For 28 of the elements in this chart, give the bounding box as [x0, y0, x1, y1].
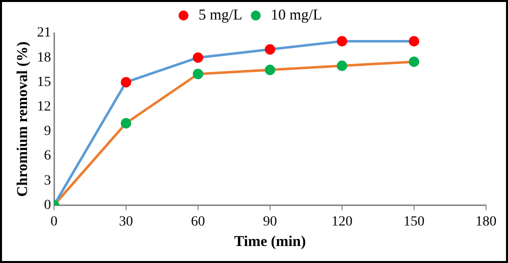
- point: [192, 52, 204, 63]
- point: [264, 44, 276, 55]
- y-tick-label: 15: [37, 74, 51, 90]
- point: [264, 64, 276, 76]
- y-tick-label: 0: [44, 198, 51, 213]
- point: [120, 118, 132, 128]
- x-tick-label: 120: [332, 214, 352, 230]
- point: [408, 36, 420, 46]
- x-tick-label: 180: [476, 214, 496, 230]
- y-tick-label: 18: [37, 50, 51, 66]
- y-tick-label: 12: [37, 99, 51, 114]
- x-tick-label: 150: [404, 214, 424, 230]
- point: [336, 36, 348, 46]
- y-tick-label: 21: [37, 26, 51, 41]
- x-tick-label: 60: [191, 214, 205, 230]
- y-tick-label: 9: [44, 124, 51, 140]
- y-axis-title: Chromium removal (%): [14, 41, 31, 197]
- legend-label: 10 mg/L: [270, 7, 322, 24]
- point: [336, 60, 348, 72]
- point: [192, 68, 204, 80]
- y-tick-label: 6: [44, 148, 51, 164]
- y-tick-label: 3: [44, 173, 51, 188]
- x-axis-title: Time (min): [234, 234, 306, 250]
- legend-label: 5 mg/L: [198, 7, 242, 24]
- x-tick-label: 30: [119, 214, 133, 230]
- point: [120, 76, 132, 88]
- x-tick-label: 90: [263, 214, 277, 230]
- point: [408, 56, 420, 67]
